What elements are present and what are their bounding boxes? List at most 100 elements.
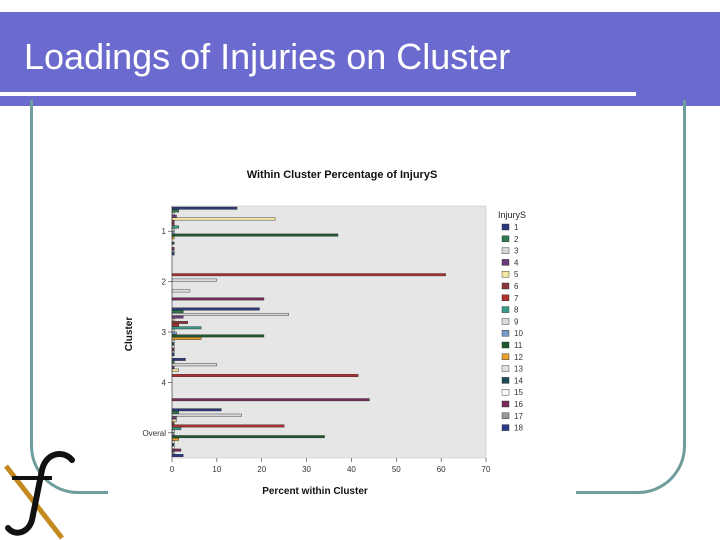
bar-overall-series-14 — [171, 443, 175, 447]
legend-swatch-8 — [501, 306, 510, 313]
bar-3-series-2 — [171, 310, 184, 314]
legend-swatch-12 — [501, 353, 510, 361]
title-divider — [0, 92, 636, 96]
bar-3-series-12 — [171, 337, 202, 340]
bar-4-series-5 — [171, 368, 179, 372]
bar-3-series-4 — [171, 315, 184, 319]
y-tick-label: 3 — [162, 328, 167, 337]
legend-label-7: 7 — [514, 294, 519, 303]
x-axis: 0 10 20 30 40 50 60 70 — [170, 458, 491, 474]
bar-overall-series-1 — [171, 408, 222, 412]
bar-1-series-12 — [171, 236, 175, 240]
legend-label-9: 9 — [514, 317, 519, 326]
bar-3-series-7 — [171, 323, 179, 327]
bar-3-series-15 — [171, 345, 175, 349]
legend-label-5: 5 — [514, 270, 519, 279]
bar-1-series-11 — [171, 233, 339, 237]
script-f-logo-icon — [4, 451, 75, 540]
injury-bar-chart: Within Cluster Percentage of InjuryS 123… — [114, 158, 534, 498]
bar-overall-series-12 — [171, 437, 179, 441]
bar-overall-series-8 — [171, 427, 182, 431]
x-tick-label: 30 — [302, 465, 311, 474]
bar-overall-series-17 — [171, 451, 175, 455]
bar-3-series-8 — [171, 326, 202, 330]
legend-swatch-18 — [501, 424, 510, 431]
bar-1-series-18 — [171, 252, 175, 256]
x-tick-label: 20 — [257, 465, 266, 474]
legend-swatch-6 — [501, 282, 510, 290]
x-tick-label: 70 — [482, 465, 491, 474]
legend-swatch-16 — [501, 400, 510, 408]
bar-1-series-9 — [171, 228, 175, 232]
legend-swatch-15 — [501, 388, 510, 396]
bar-1-series-17 — [171, 249, 175, 253]
bar-overall-series-7 — [171, 424, 285, 428]
bar-overall-series-9 — [171, 429, 175, 433]
title-bar — [0, 12, 720, 106]
bar-1-series-14 — [171, 241, 175, 245]
bar-4-series-4 — [171, 366, 175, 369]
legend-swatch-13 — [501, 365, 510, 372]
bar-1-series-4 — [171, 214, 177, 218]
x-axis-label: Percent within Cluster — [262, 486, 368, 497]
bar-4-series-2 — [171, 360, 175, 364]
legend-label-16: 16 — [514, 400, 523, 409]
bar-1-series-8 — [171, 225, 179, 229]
legend-label-11: 11 — [514, 341, 523, 350]
legend-label-1: 1 — [514, 223, 519, 232]
legend-swatch-4 — [501, 259, 510, 266]
bar-overall-series-11 — [171, 435, 325, 439]
bar-1-series-16 — [171, 247, 175, 250]
bar-4-series-3 — [171, 363, 218, 367]
bar-1-series-6 — [171, 220, 175, 224]
bar-3-series-17 — [171, 350, 175, 354]
bar-2-series-13 — [171, 289, 191, 293]
legend-label-12: 12 — [514, 353, 523, 362]
legend-swatch-14 — [501, 377, 510, 384]
chart-title: Within Cluster Percentage of InjuryS — [247, 169, 438, 181]
bar-4-series-1 — [171, 357, 186, 361]
bar-4-series-7 — [171, 374, 359, 377]
legend-swatch-2 — [501, 235, 510, 243]
y-tick-label: 1 — [162, 227, 167, 236]
legend-swatch-17 — [501, 412, 510, 420]
bar-overall-series-13 — [171, 440, 175, 444]
legend-title: InjuryS — [498, 210, 526, 220]
bar-3-series-6 — [171, 321, 188, 324]
legend-label-17: 17 — [514, 412, 523, 421]
legend-swatch-7 — [501, 294, 510, 302]
x-tick-label: 40 — [347, 465, 356, 474]
bar-4-series-16 — [171, 398, 370, 402]
bar-1-series-5 — [171, 217, 276, 221]
bar-1-series-7 — [171, 222, 175, 226]
bar-overall-series-5 — [171, 419, 177, 422]
bar-overall-series-4 — [171, 416, 177, 420]
x-tick-label: 50 — [392, 465, 401, 474]
page-title: Loadings of Injuries on Cluster — [24, 36, 511, 77]
x-tick-label: 0 — [170, 465, 175, 474]
legend-swatch-5 — [501, 270, 510, 278]
bar-overall-series-6 — [171, 421, 175, 425]
bar-2-series-16 — [171, 297, 265, 301]
bar-2-series-7 — [171, 273, 446, 277]
legend-label-2: 2 — [514, 235, 519, 244]
bar-overall-series-10 — [171, 432, 175, 436]
plot-background — [171, 205, 487, 459]
legend-label-8: 8 — [514, 306, 519, 315]
bar-overall-series-2 — [171, 411, 179, 414]
legend-label-4: 4 — [514, 258, 519, 267]
x-tick-label: 10 — [212, 465, 221, 474]
x-tick-label: 60 — [437, 465, 446, 474]
bar-3-series-18 — [171, 353, 175, 357]
bar-3-series-11 — [171, 334, 265, 338]
legend-label-18: 18 — [514, 424, 523, 433]
legend-label-14: 14 — [514, 376, 523, 385]
y-tick-label: Overal — [142, 429, 166, 438]
bar-overall-series-3 — [171, 413, 242, 417]
bar-3-series-10 — [171, 331, 177, 335]
bar-1-series-1 — [171, 206, 238, 210]
bar-3-series-14 — [171, 342, 175, 346]
bar-3-series-13 — [171, 339, 175, 343]
legend-label-10: 10 — [514, 329, 523, 338]
